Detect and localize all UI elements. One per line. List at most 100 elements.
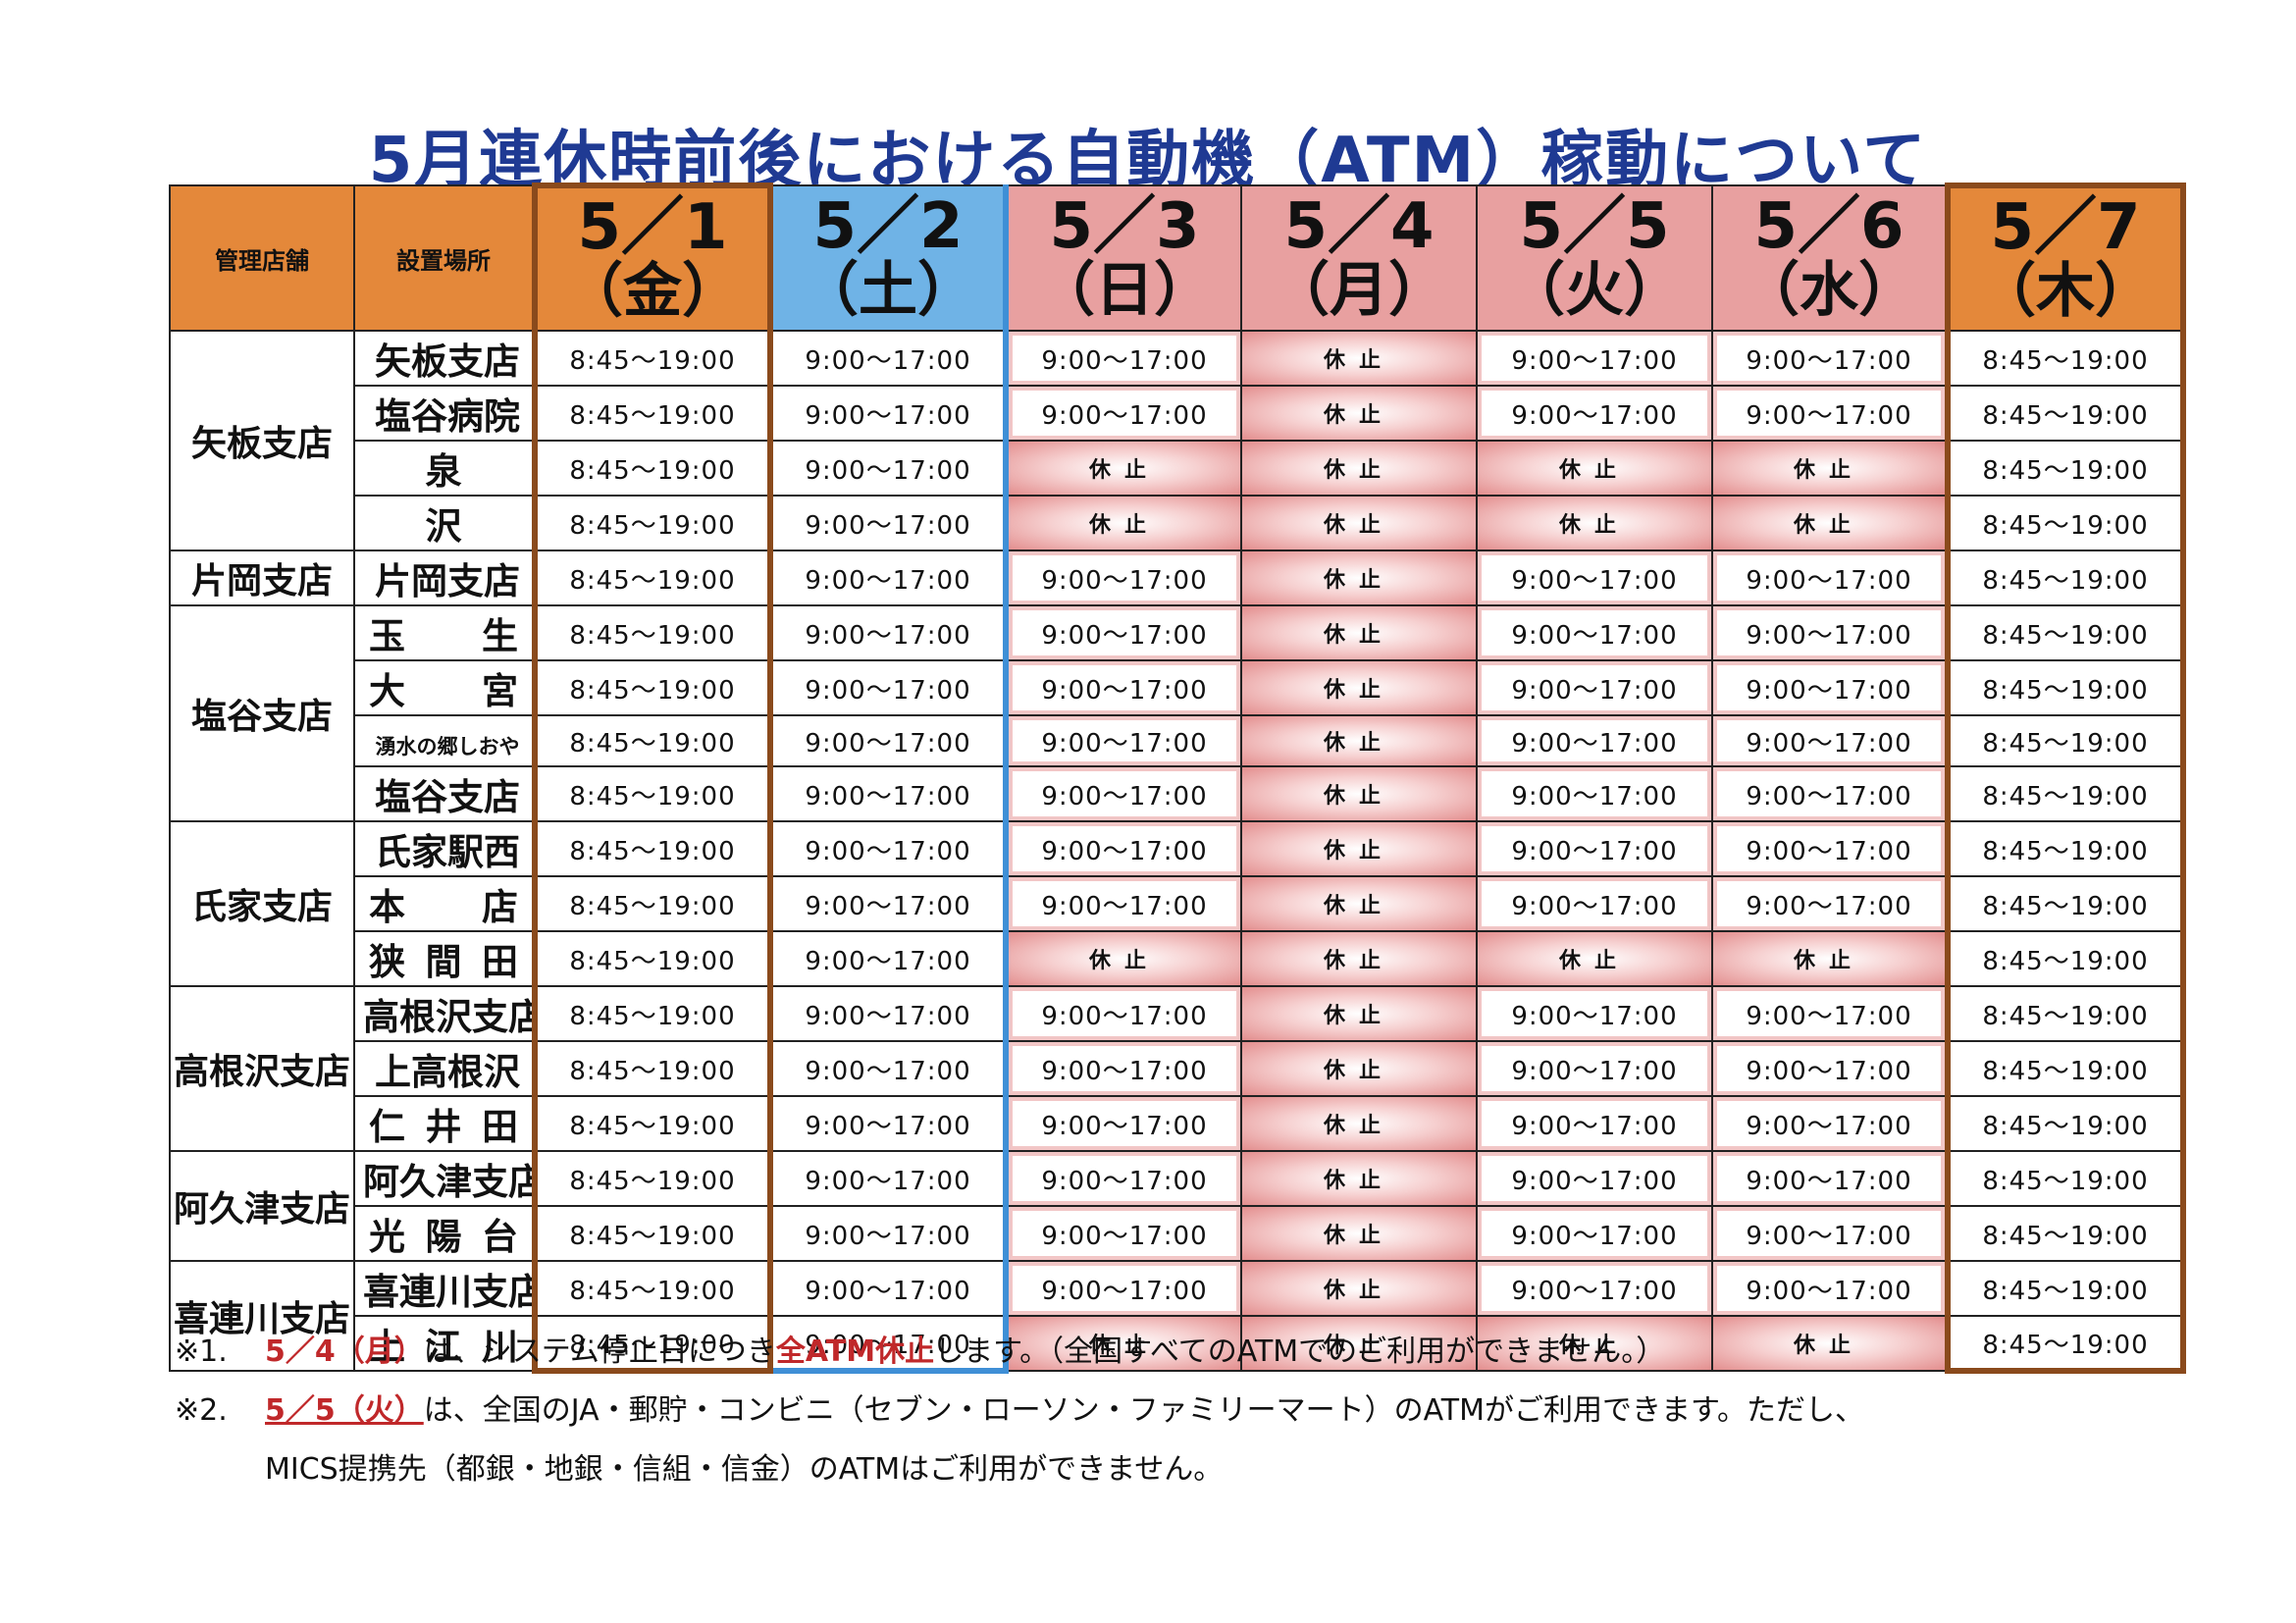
hours-cell: 9:00～17:00 bbox=[1005, 604, 1242, 661]
hours-cell: 9:00～17:00 bbox=[1005, 330, 1242, 387]
table-header-row: 管理店舗 設置場所 5／1 （金） 5／2 （土） 5／3 （日） 5／4 （月） 5／… bbox=[169, 183, 2186, 332]
hours-cell: 8:45～19:00 bbox=[532, 604, 773, 661]
hours-cell: 9:00～17:00 bbox=[1476, 330, 1713, 387]
closed-cell: 休止 bbox=[1711, 495, 1949, 551]
hours-cell: 8:45～19:00 bbox=[532, 659, 773, 716]
closed-cell: 休止 bbox=[1240, 495, 1478, 551]
hours-cell: 8:45～19:00 bbox=[1945, 930, 2186, 987]
location-cell: 光陽台 bbox=[353, 1205, 536, 1262]
hours-cell: 8:45～19:00 bbox=[1945, 1040, 2186, 1097]
hours-cell: 9:00～17:00 bbox=[767, 820, 1009, 877]
closed-cell: 休止 bbox=[1240, 385, 1478, 442]
hours-cell: 8:45～19:00 bbox=[1945, 385, 2186, 442]
hours-cell: 8:45～19:00 bbox=[1945, 1205, 2186, 1262]
location-cell: 片岡支店 bbox=[353, 550, 536, 606]
location-cell: 本店 bbox=[353, 875, 536, 932]
hours-cell: 9:00～17:00 bbox=[767, 1040, 1009, 1097]
location-label: 塩谷支店 bbox=[375, 776, 520, 818]
hours-cell: 9:00～17:00 bbox=[1476, 875, 1713, 932]
hours-cell: 9:00～17:00 bbox=[767, 930, 1009, 987]
location-cell: 塩谷支店 bbox=[353, 765, 536, 822]
table-row: 塩谷支店玉生 8:45～19:00 9:00～17:00 9:00～17:00 休止 9:… bbox=[169, 604, 2186, 822]
hours-cell: 8:45～19:00 bbox=[1945, 1095, 2186, 1152]
manager-branch-cell: 塩谷支店 bbox=[169, 604, 355, 822]
location-cell: 狭間田 bbox=[353, 930, 536, 987]
hours-cell: 8:45～19:00 bbox=[532, 930, 773, 987]
location-cell: 高根沢支店 bbox=[353, 985, 536, 1042]
hours-cell: 9:00～17:00 bbox=[1005, 875, 1242, 932]
hours-cell: 9:00～17:00 bbox=[1711, 330, 1949, 387]
hours-cell: 9:00～17:00 bbox=[767, 765, 1009, 822]
day-header-5-4: 5／4 （月） bbox=[1240, 184, 1478, 332]
location-label: 大宮 bbox=[369, 670, 518, 712]
location-cell: 喜連川支店 bbox=[353, 1260, 536, 1317]
manager-branch-cell: 片岡支店 bbox=[169, 550, 355, 606]
closed-cell: 休止 bbox=[1240, 985, 1478, 1042]
closed-cell: 休止 bbox=[1240, 1150, 1478, 1207]
table-row: 光陽台 8:45～19:00 9:00～17:00 9:00～17:00 休止 9:00～… bbox=[170, 1205, 2186, 1262]
hours-cell: 8:45～19:00 bbox=[1945, 495, 2186, 551]
hours-cell: 9:00～17:00 bbox=[767, 985, 1009, 1042]
hours-cell: 9:00～17:00 bbox=[1005, 820, 1242, 877]
day-header-5-3: 5／3 （日） bbox=[1005, 184, 1242, 332]
hours-cell: 8:45～19:00 bbox=[532, 1095, 773, 1152]
hours-cell: 9:00～17:00 bbox=[1711, 985, 1949, 1042]
hours-cell: 9:00～17:00 bbox=[1476, 385, 1713, 442]
location-cell: 上高根沢 bbox=[353, 1040, 536, 1097]
note-2-text-a: は、全国のJA・郵貯・コンビニ（セブン・ローソン・ファミリーマート）のATMがご… bbox=[423, 1393, 1864, 1428]
closed-cell: 休止 bbox=[1240, 1040, 1478, 1097]
table-row: 喜連川支店 喜連川支店 8:45～19:00 9:00～17:00 9:00～17:00… bbox=[169, 1260, 2186, 1372]
hours-cell: 9:00～17:00 bbox=[767, 714, 1009, 767]
hours-cell: 8:45～19:00 bbox=[1945, 820, 2186, 877]
hours-cell: 8:45～19:00 bbox=[532, 1150, 773, 1207]
hours-cell: 9:00～17:00 bbox=[1711, 875, 1949, 932]
hours-cell: 9:00～17:00 bbox=[1005, 1150, 1242, 1207]
location-column-header: 設置場所 bbox=[353, 184, 536, 332]
closed-cell: 休止 bbox=[1476, 930, 1713, 987]
hours-cell: 8:45～19:00 bbox=[1945, 875, 2186, 932]
atm-schedule-table: 管理店舗 設置場所 5／1 （金） 5／2 （土） 5／3 （日） 5／4 （月） 5／… bbox=[169, 183, 2186, 1374]
day-header-5-6: 5／6 （水） bbox=[1711, 184, 1949, 332]
note-1-mark: ※1. bbox=[175, 1335, 228, 1369]
location-label: 阿久津支店 bbox=[363, 1161, 535, 1203]
note-1-text-b: します。（全国すべてのATMでのご利用ができません。） bbox=[934, 1335, 1666, 1369]
table-row: 阿久津支店 阿久津支店 8:45～19:00 9:00～17:00 9:00～17:00… bbox=[169, 1150, 2186, 1262]
location-label: 塩谷病院 bbox=[375, 395, 520, 438]
hours-cell: 8:45～19:00 bbox=[532, 1040, 773, 1097]
hours-cell: 9:00～17:00 bbox=[1711, 1040, 1949, 1097]
hours-cell: 9:00～17:00 bbox=[767, 550, 1009, 606]
table-row: 狭間田 8:45～19:00 9:00～17:00 休止 休止 休止 休止 8:45～19:0… bbox=[170, 930, 2186, 987]
table-row: 上高根沢 8:45～19:00 9:00～17:00 9:00～17:00 休止 9:00… bbox=[170, 1040, 2186, 1097]
note-1-emphasis: 全ATM休止 bbox=[775, 1335, 935, 1369]
closed-cell: 休止 bbox=[1005, 495, 1242, 551]
hours-cell: 9:00～17:00 bbox=[1005, 1040, 1242, 1097]
closed-cell: 休止 bbox=[1240, 1205, 1478, 1262]
hours-cell: 9:00～17:00 bbox=[767, 604, 1009, 661]
location-cell: 塩谷病院 bbox=[353, 385, 536, 442]
closed-cell: 休止 bbox=[1476, 495, 1713, 551]
table-row: 沢 8:45～19:00 9:00～17:00 休止 休止 休止 休止 8:45～19:00 bbox=[170, 495, 2186, 551]
hours-cell: 9:00～17:00 bbox=[1711, 765, 1949, 822]
note-1-date: 5／4（月） bbox=[265, 1335, 424, 1369]
hours-cell: 8:45～19:00 bbox=[532, 875, 773, 932]
hours-cell: 9:00～17:00 bbox=[1711, 659, 1949, 716]
location-cell: 玉生 bbox=[353, 604, 536, 661]
hours-cell: 9:00～17:00 bbox=[1005, 985, 1242, 1042]
location-cell: 仁井田 bbox=[353, 1095, 536, 1152]
hours-cell: 8:45～19:00 bbox=[1945, 604, 2186, 661]
hours-cell: 9:00～17:00 bbox=[767, 1150, 1009, 1207]
hours-cell: 9:00～17:00 bbox=[1005, 1205, 1242, 1262]
hours-cell: 9:00～17:00 bbox=[1711, 714, 1949, 767]
location-label: 沢 bbox=[425, 505, 462, 548]
hours-cell: 9:00～17:00 bbox=[767, 330, 1009, 387]
closed-cell: 休止 bbox=[1711, 1315, 1949, 1372]
hours-cell: 8:45～19:00 bbox=[532, 550, 773, 606]
hours-cell: 8:45～19:00 bbox=[532, 820, 773, 877]
table-row: 片岡支店 片岡支店 8:45～19:00 9:00～17:00 9:00～17:00 休止… bbox=[169, 550, 2186, 606]
note-1-text-a: は、システム停止日につき bbox=[423, 1335, 776, 1369]
hours-cell: 8:45～19:00 bbox=[532, 1315, 773, 1374]
location-label: 仁井田 bbox=[369, 1106, 518, 1148]
hours-cell: 8:45～19:00 bbox=[532, 330, 773, 387]
day-header-5-5: 5／5 （火） bbox=[1476, 184, 1713, 332]
hours-cell: 9:00～17:00 bbox=[1711, 550, 1949, 606]
